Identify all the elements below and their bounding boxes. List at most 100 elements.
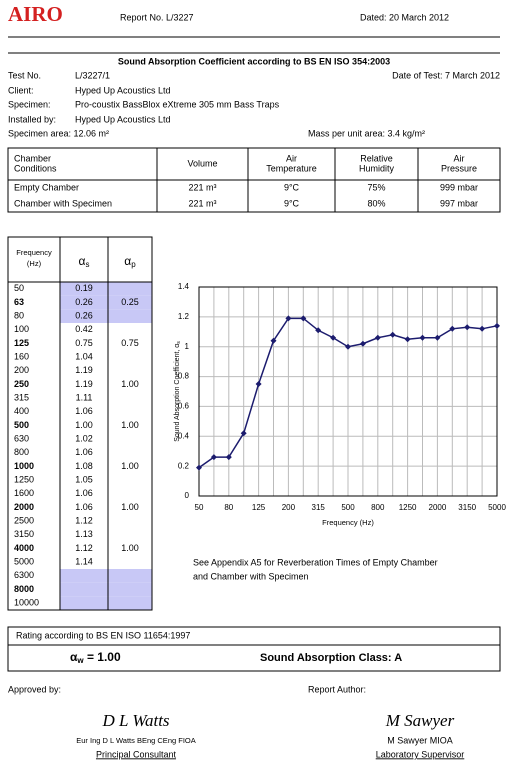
value: Pro-coustix BassBlox eXtreme 305 mm Bass… — [75, 99, 280, 109]
frequency: 630 — [14, 434, 29, 444]
alpha-s: 1.06 — [75, 502, 93, 512]
x-tick-label: 3150 — [458, 503, 476, 512]
data-point — [255, 381, 262, 388]
alpha-s: 1.11 — [76, 393, 93, 403]
label: Installed by: — [8, 114, 56, 124]
header-cell: Relative — [360, 153, 393, 163]
frequency: 80 — [14, 311, 24, 321]
value: Mass per unit area: 3.4 kg/m² — [308, 128, 425, 138]
value: = 1.00 — [84, 650, 121, 664]
header-cell: Air — [286, 153, 297, 163]
header-cell: Humidity — [359, 163, 395, 173]
data-point — [404, 336, 411, 343]
frequency: 160 — [14, 352, 29, 362]
alpha-s: 1.12 — [75, 543, 93, 553]
alpha-s: 0.75 — [75, 338, 93, 348]
data-point — [494, 322, 500, 329]
alpha-p: 1.00 — [121, 420, 139, 430]
frequency: 1600 — [14, 488, 34, 498]
alpha-s: 0.19 — [75, 283, 93, 293]
data-point — [300, 315, 307, 322]
frequency: 250 — [14, 379, 29, 389]
shaded-cell — [60, 582, 108, 597]
alpha-s: 1.06 — [75, 406, 93, 416]
signature: D L Watts — [101, 711, 169, 730]
shaded-cell — [108, 295, 152, 310]
cell: 80% — [367, 198, 385, 208]
cell: Empty Chamber — [14, 182, 79, 192]
shaded-cell — [60, 596, 108, 610]
frequency: 800 — [14, 447, 29, 457]
y-tick-label: 0.8 — [178, 372, 190, 381]
cell: 221 m³ — [188, 198, 216, 208]
value: Hyped Up Acoustics Ltd — [75, 114, 171, 124]
data-point — [330, 334, 337, 341]
x-tick-label: 1250 — [399, 503, 417, 512]
alpha-s: 1.02 — [75, 434, 93, 444]
alpha-s: 0.42 — [75, 324, 93, 334]
label: Report Author: — [308, 684, 366, 694]
frequency: 63 — [14, 297, 24, 307]
data-point — [285, 315, 292, 322]
data-point — [389, 331, 396, 338]
shaded-cell — [60, 309, 108, 323]
frequency: 5000 — [14, 557, 34, 567]
subscript: s — [85, 260, 89, 269]
y-tick-label: 0.2 — [178, 461, 190, 470]
value: L/3227/1 — [75, 70, 110, 80]
alpha-s: 0.26 — [75, 297, 93, 307]
rating-class: Sound Absorption Class: A — [260, 652, 402, 664]
y-tick-label: 0.6 — [178, 402, 190, 411]
frequency: 6300 — [14, 570, 34, 580]
frequency: 50 — [14, 283, 24, 293]
x-axis-label: Frequency (Hz) — [322, 518, 374, 527]
value: Hyped Up Acoustics Ltd — [75, 85, 171, 95]
data-point — [315, 327, 322, 334]
header-cell: Volume — [187, 158, 217, 168]
header-cell: αs — [79, 254, 90, 269]
header-cell: Air — [454, 153, 465, 163]
data-point — [464, 324, 471, 331]
rating-label: Rating according to BS EN ISO 11654:1997 — [16, 630, 190, 640]
y-tick-label: 1 — [185, 342, 190, 351]
alpha-s: 1.08 — [75, 461, 93, 471]
value: Date of Test: 7 March 2012 — [392, 70, 500, 80]
shaded-cell — [60, 282, 108, 296]
frequency: 8000 — [14, 584, 34, 594]
alpha-p: 0.25 — [121, 297, 139, 307]
frequency: 2500 — [14, 516, 34, 526]
frequency: 125 — [14, 338, 29, 348]
role: Laboratory Supervisor — [376, 749, 465, 759]
frequency: 500 — [14, 420, 29, 430]
label: Test No. — [8, 70, 41, 80]
alpha-s: 1.14 — [75, 557, 93, 567]
header-cell: (Hz) — [27, 259, 42, 268]
value: Specimen area: 12.06 m² — [8, 128, 109, 138]
y-tick-label: 1.4 — [178, 282, 190, 291]
cell: 9°C — [284, 198, 300, 208]
frequency: 10000 — [14, 598, 39, 608]
shaded-cell — [108, 582, 152, 597]
frequency: 2000 — [14, 502, 34, 512]
alpha-p: 0.75 — [121, 338, 139, 348]
subscript: s — [176, 341, 182, 344]
alpha-s: 1.12 — [75, 516, 93, 526]
header-cell: Pressure — [441, 163, 477, 173]
shaded-cell — [108, 596, 152, 610]
x-tick-label: 125 — [252, 503, 266, 512]
subscript: w — [76, 656, 84, 665]
cell: 9°C — [284, 182, 300, 192]
alpha-s: 1.06 — [75, 447, 93, 457]
alpha-p: 1.00 — [121, 502, 139, 512]
data-point — [270, 337, 277, 344]
label: Specimen: — [8, 99, 51, 109]
x-tick-label: 50 — [195, 503, 204, 512]
shaded-cell — [108, 309, 152, 323]
data-point — [479, 325, 486, 332]
alpha-s: 1.06 — [75, 488, 93, 498]
cell: 997 mbar — [440, 198, 478, 208]
x-tick-label: 800 — [371, 503, 385, 512]
alpha-s: 1.05 — [75, 475, 93, 485]
